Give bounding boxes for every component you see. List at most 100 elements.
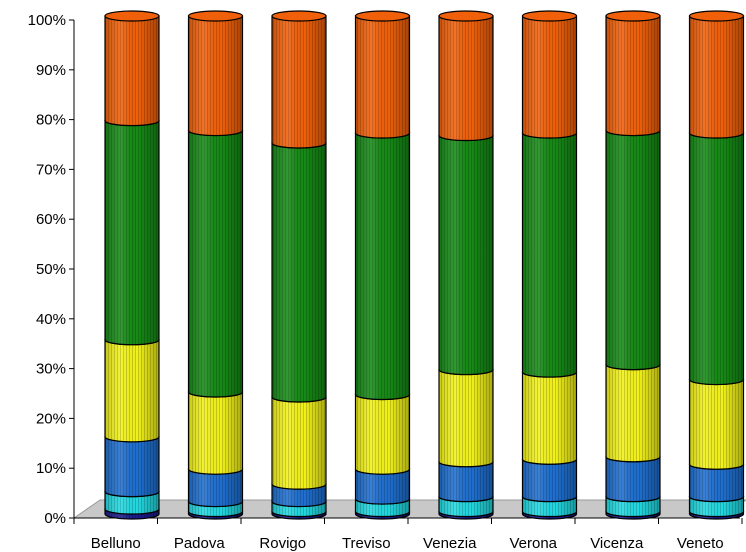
segment-shade: [104, 119, 160, 346]
segment-shade: [521, 495, 578, 518]
segment-shade: [605, 15, 661, 137]
bars-group: [104, 10, 745, 520]
segment-shade: [605, 456, 661, 503]
bar-segment: [271, 478, 327, 508]
bar-stack: [104, 10, 160, 520]
y-tick-label: 10%: [36, 460, 66, 477]
bar-stack: [688, 10, 745, 520]
segment-shade: [521, 458, 578, 503]
bar-segment: [104, 334, 160, 443]
bar-segment: [438, 129, 494, 376]
y-tick-label: 90%: [36, 62, 66, 79]
segment-shade: [271, 15, 327, 149]
bar-segment: [187, 10, 244, 137]
segment-shade: [187, 129, 244, 398]
segment-shade: [187, 15, 244, 137]
bar-stack: [438, 10, 494, 520]
bar-segment: [187, 386, 244, 475]
segment-top: [438, 10, 494, 22]
segment-shade: [354, 393, 411, 475]
bar-segment: [688, 10, 745, 139]
bar-segment: [187, 124, 244, 398]
segment-shade: [688, 463, 745, 503]
x-category-label: Rovigo: [259, 535, 306, 552]
y-tick-label: 60%: [36, 211, 66, 228]
segment-shade: [271, 396, 327, 490]
y-tick-label: 70%: [36, 161, 66, 178]
segment-top: [271, 10, 327, 22]
bar-segment: [354, 388, 411, 475]
bar-segment: [104, 431, 160, 498]
segment-shade: [271, 142, 327, 403]
bar-stack: [187, 10, 244, 520]
segment-shade: [688, 495, 745, 518]
segment-shade: [688, 15, 745, 139]
bar-stack: [354, 10, 411, 520]
bar-segment: [271, 10, 327, 149]
bar-segment: [438, 363, 494, 468]
segment-top: [354, 10, 411, 22]
x-axis: Belluno Padova Rovigo Treviso Venezia Verona V…: [73, 517, 743, 552]
segment-shade: [354, 15, 411, 139]
segment-shade: [104, 15, 160, 127]
segment-shade: [438, 15, 494, 142]
segment-top: [187, 10, 244, 22]
bar-segment: [688, 373, 745, 470]
segment-shade: [438, 368, 494, 468]
bar-segment: [438, 10, 494, 142]
bar-segment: [605, 10, 661, 137]
segment-shade: [605, 495, 661, 518]
y-axis: 0% 10% 20% 30% 40% 50% 60% 70% 80% 90% 100%: [28, 12, 75, 527]
x-category-label: Verona: [509, 535, 557, 552]
segment-shade: [605, 129, 661, 371]
bar-segment: [271, 137, 327, 403]
segment-shade: [688, 378, 745, 470]
bar-segment: [354, 10, 411, 139]
segment-top: [104, 10, 160, 22]
bar-segment: [521, 453, 578, 503]
bar-segment: [271, 391, 327, 490]
x-category-label: Treviso: [342, 535, 391, 552]
bar-stack: [271, 10, 327, 520]
bar-stack: [521, 10, 578, 520]
segment-shade: [438, 495, 494, 518]
segment-shade: [521, 15, 578, 139]
segment-shade: [354, 132, 411, 401]
x-category-label: Belluno: [91, 535, 141, 552]
y-tick-label: 30%: [36, 361, 66, 378]
segment-shade: [187, 391, 244, 475]
bar-stack: [605, 10, 661, 520]
bar-segment: [605, 359, 661, 463]
segment-top: [688, 10, 745, 22]
segment-shade: [521, 371, 578, 465]
bar-segment: [354, 127, 411, 401]
bar-segment: [104, 10, 160, 127]
bar-segment: [605, 124, 661, 371]
x-category-label: Vicenza: [590, 535, 644, 552]
segment-shade: [438, 461, 494, 503]
bar-segment: [521, 366, 578, 465]
y-tick-label: 20%: [36, 410, 66, 427]
segment-top: [521, 10, 578, 22]
segment-shade: [104, 436, 160, 498]
segment-shade: [688, 132, 745, 386]
segment-top: [605, 10, 661, 22]
segment-shade: [521, 132, 578, 378]
y-tick-label: 40%: [36, 311, 66, 328]
bar-segment: [521, 127, 578, 378]
x-category-label: Veneto: [677, 535, 724, 552]
segment-shade: [271, 483, 327, 508]
y-tick-label: 100%: [28, 12, 66, 29]
bar-segment: [521, 10, 578, 139]
segment-shade: [605, 364, 661, 463]
segment-shade: [354, 468, 411, 505]
segment-shade: [187, 468, 244, 508]
x-category-label: Venezia: [423, 535, 477, 552]
segment-shade: [438, 134, 494, 376]
segment-shade: [104, 339, 160, 443]
segment-shade: [104, 490, 160, 515]
y-tick-label: 80%: [36, 112, 66, 129]
y-tick-label: 0%: [44, 510, 66, 527]
y-tick-label: 50%: [36, 261, 66, 278]
